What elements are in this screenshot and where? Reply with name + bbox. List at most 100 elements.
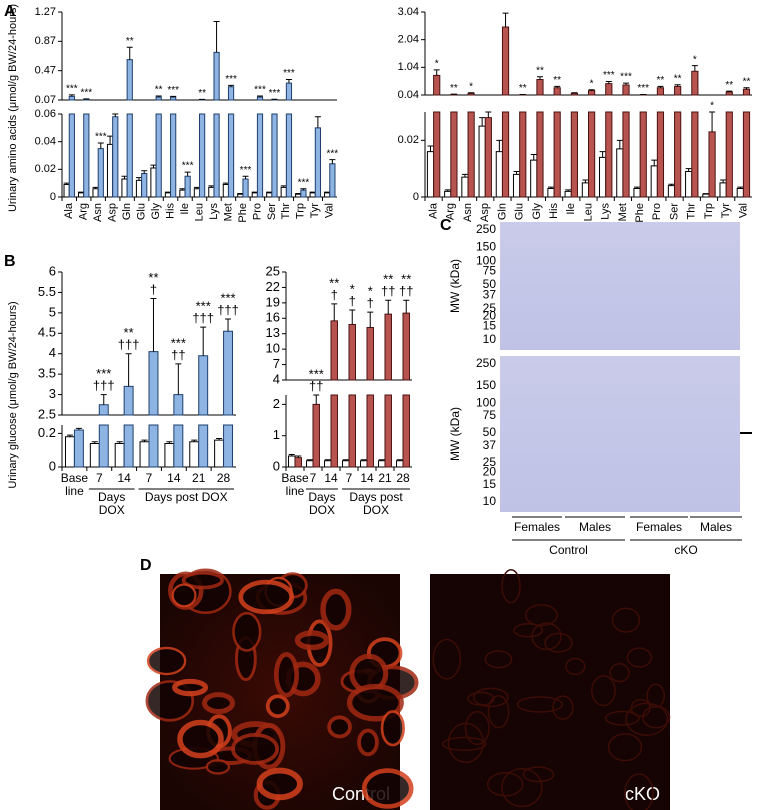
error-bar (295, 455, 302, 458)
error-bar (164, 191, 171, 193)
error-bar (360, 459, 367, 461)
error-bar (329, 159, 336, 164)
error-bar (166, 441, 173, 444)
error-bar (116, 441, 123, 444)
error-bar (461, 173, 468, 178)
tubule (501, 569, 521, 604)
significance: *** (96, 366, 111, 381)
x-tick-label: Gln (496, 203, 508, 220)
error-bar (554, 85, 561, 88)
bar (193, 188, 200, 198)
bar (242, 178, 249, 198)
x-tick-label: 7 (309, 471, 317, 485)
significance: * (435, 58, 439, 69)
tubule (432, 638, 462, 680)
error-bar (468, 92, 475, 94)
bar (685, 171, 693, 198)
x-tick-label: His (164, 203, 176, 219)
tubule (604, 710, 640, 726)
error-bar (720, 179, 727, 183)
error-bar (184, 171, 191, 177)
bar (324, 460, 332, 468)
significance: ††† (192, 311, 214, 326)
bar (742, 88, 751, 198)
y-tick-label: 0 (413, 191, 419, 203)
mw-label: 75 (483, 408, 497, 422)
error-bar (213, 21, 220, 53)
x-tick-label: 14 (167, 471, 181, 485)
significance: ** (657, 75, 665, 86)
error-bar (313, 394, 320, 405)
significance: ** (124, 325, 134, 340)
bar (674, 85, 682, 198)
mw-label: 50 (483, 277, 497, 291)
tubule (472, 687, 509, 708)
error-bar (634, 186, 641, 189)
significance: ††† (93, 378, 115, 393)
error-bar (444, 189, 451, 192)
error-bar (91, 441, 98, 444)
bar (63, 184, 70, 198)
error-bar (547, 186, 554, 189)
x-tick-label: 14 (324, 471, 338, 485)
y-tick-label: 0.2 (38, 425, 56, 440)
significance: ** (383, 272, 393, 287)
error-bar (300, 188, 307, 191)
significance: † (150, 282, 157, 297)
bar (214, 439, 225, 468)
y-tick-label: 0 (273, 458, 280, 473)
bar (564, 190, 572, 198)
panel-label: C (440, 217, 452, 234)
mw-label: 15 (483, 477, 497, 491)
bar (123, 385, 134, 468)
bar (227, 86, 235, 198)
x-tick-label: Phe (634, 203, 646, 223)
bar (309, 192, 316, 198)
error-bar (657, 85, 664, 88)
error-bar (68, 94, 75, 97)
x-tick-label: 7 (345, 471, 353, 485)
tubule (320, 588, 352, 631)
bar (141, 172, 148, 198)
gel-image (500, 356, 740, 512)
y-axis-title: Urinary glucose (μmol/g BW/24-hours) (7, 301, 19, 488)
x-tick-label: Glu (136, 203, 148, 220)
significance: ** (553, 75, 561, 86)
tubule (487, 695, 510, 729)
tubule (464, 710, 490, 746)
error-bar (367, 311, 374, 328)
panel-label: B (4, 253, 16, 270)
x-tick-label: 14 (360, 471, 374, 485)
x-tick-label: Pro (251, 203, 263, 220)
error-bar (502, 12, 509, 27)
bar (599, 156, 607, 198)
bar (702, 193, 710, 198)
error-bar (588, 89, 595, 91)
condition-label: cKO (674, 543, 697, 557)
tubule (486, 771, 524, 797)
bar (378, 460, 386, 468)
x-tick-label: Ile (565, 203, 577, 215)
tubule (609, 663, 630, 683)
tubule (513, 623, 544, 638)
mw-label: 20 (483, 464, 497, 478)
bar (396, 460, 404, 468)
x-tick-label: His (548, 203, 560, 219)
lane-group-label: Females (514, 520, 560, 534)
error-bar (141, 170, 148, 174)
significance: ** (126, 36, 134, 47)
bar (92, 188, 99, 198)
bar (656, 87, 665, 198)
tubule (327, 715, 352, 739)
tubule (238, 579, 295, 615)
error-bar (709, 111, 716, 132)
significance: *** (298, 177, 310, 188)
significance: ††† (118, 337, 140, 352)
bar (199, 99, 206, 198)
error-bar (565, 189, 572, 192)
error-bar (179, 188, 186, 191)
tubule (146, 646, 187, 676)
x-tick-label: Arg (78, 203, 90, 220)
bar (402, 312, 410, 468)
x-tick-label: 21 (378, 471, 392, 485)
